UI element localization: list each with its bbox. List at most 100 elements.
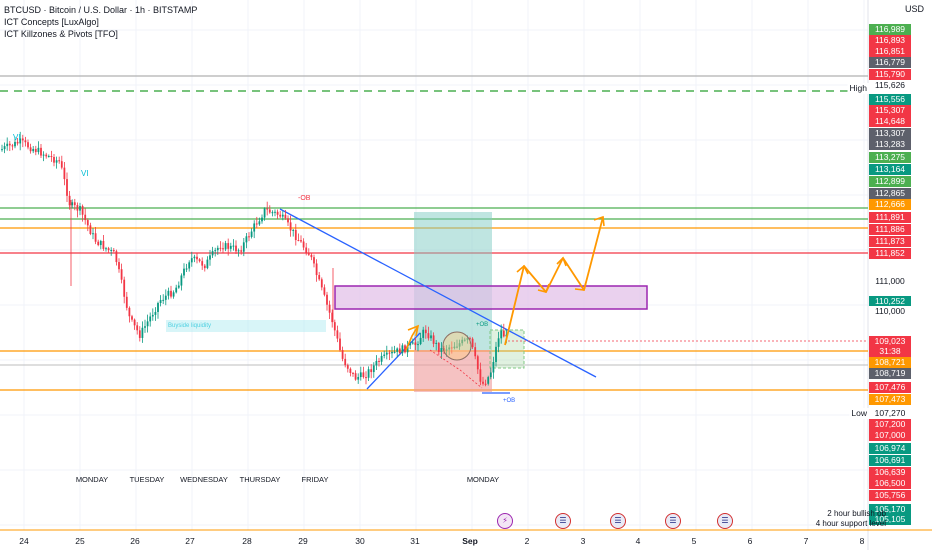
candle-body <box>482 381 484 384</box>
orange-arrow-small-head <box>407 324 420 337</box>
candle-body <box>84 214 87 221</box>
candle-body <box>188 262 191 269</box>
candle-body <box>255 223 258 225</box>
candle-body <box>289 222 292 231</box>
event-us-flag-icon[interactable]: ☰ <box>665 513 681 529</box>
candle-body <box>300 240 302 242</box>
candle-body <box>307 253 310 255</box>
event-special-icon[interactable]: ⚡ <box>497 513 513 529</box>
price-axis-label: 113,275 <box>869 152 911 163</box>
candle-body <box>352 372 354 374</box>
price-axis-label: 114,648 <box>869 116 911 127</box>
candle-body <box>222 248 224 250</box>
candle-body <box>131 316 133 320</box>
price-axis-label: 113,164 <box>869 164 911 175</box>
candle-body <box>58 160 61 162</box>
candle-body <box>453 346 456 349</box>
candle-body <box>66 179 68 196</box>
date-tick-label: 26 <box>130 536 140 546</box>
candle-body <box>86 220 89 226</box>
candle-body <box>424 329 427 334</box>
candle-body <box>112 249 115 252</box>
candle-body <box>128 307 131 317</box>
candle-body <box>367 369 370 378</box>
price-axis-label: 105,756 <box>869 490 911 501</box>
candle-body <box>484 383 487 385</box>
candle-body <box>211 251 214 256</box>
candle-body <box>302 241 305 248</box>
candle-body <box>102 241 105 249</box>
candle-body <box>274 211 276 213</box>
candle-body <box>99 241 102 246</box>
candle-body <box>32 148 35 152</box>
candle-body <box>94 233 97 242</box>
indicator-luxalgo[interactable]: ICT Concepts [LuxAlgo] <box>4 17 99 27</box>
price-axis-label: 109,023 <box>869 336 911 347</box>
price-axis-label: 113,283 <box>869 139 911 150</box>
candle-body <box>456 346 458 348</box>
event-us-flag-icon[interactable]: ☰ <box>555 513 571 529</box>
candle-body <box>328 304 331 313</box>
candle-body <box>118 262 120 270</box>
price-axis-label: 106,691 <box>869 455 911 466</box>
candle-body <box>380 355 383 362</box>
candle-body <box>40 147 42 156</box>
event-us-flag-icon[interactable]: ☰ <box>610 513 626 529</box>
currency-label[interactable]: USD <box>904 4 924 14</box>
date-tick-label: 3 <box>580 536 586 546</box>
candle-body <box>419 337 422 345</box>
orange-arrow-small <box>405 325 419 351</box>
price-axis-label: 106,500 <box>869 478 911 489</box>
candle-body <box>1 149 3 151</box>
candle-body <box>341 350 344 359</box>
candle-body <box>37 147 40 153</box>
candle-body <box>450 347 453 349</box>
price-axis-label: 115,626 <box>869 80 911 91</box>
candle-body <box>19 138 22 144</box>
candle-body <box>378 360 380 362</box>
candle-body <box>167 290 170 296</box>
candle-body <box>157 303 159 312</box>
price-axis-label: 106,974 <box>869 443 911 454</box>
candle-body <box>125 296 128 308</box>
candle-body <box>409 343 412 346</box>
candle-body <box>331 312 334 323</box>
price-axis-label: 107,000 <box>869 430 911 441</box>
candle-body <box>92 233 94 235</box>
price-axis-label: 111,852 <box>869 248 911 259</box>
price-axis-label: 107,200 <box>869 419 911 430</box>
candle-body <box>336 330 339 339</box>
indicator-killzones[interactable]: ICT Killzones & Pivots [TFO] <box>4 29 118 39</box>
candle-body <box>396 348 399 352</box>
ob-label-bullish-low: +OB <box>503 398 516 404</box>
candle-body <box>219 247 222 249</box>
candle-body <box>21 138 24 141</box>
candle-body <box>180 275 183 286</box>
orange-arrow-head <box>593 215 605 227</box>
candle-body <box>164 295 167 300</box>
low-tag: Low <box>849 408 869 419</box>
note-bullish-ob: 2 hour bullish ob <box>827 509 886 518</box>
candle-body <box>154 311 157 315</box>
price-axis-label: 107,473 <box>869 394 911 405</box>
event-us-flag-icon[interactable]: ☰ <box>717 513 733 529</box>
symbol-title[interactable]: BTCUSD · Bitcoin / U.S. Dollar · 1h · BI… <box>4 5 198 15</box>
candle-body <box>232 245 235 247</box>
candle-body <box>248 236 250 238</box>
circle-annotation <box>442 331 472 361</box>
price-axis-label: 106,639 <box>869 467 911 478</box>
candle-body <box>45 154 48 157</box>
buyside-liquidity-zone <box>166 320 326 332</box>
candle-body <box>162 299 165 301</box>
candle-body <box>276 211 279 215</box>
candle-body <box>466 338 469 340</box>
candle-body <box>146 321 149 327</box>
highlight-zone-box <box>334 285 648 310</box>
candle-body <box>500 330 503 339</box>
candle-body <box>214 250 217 252</box>
price-axis-label: 113,307 <box>869 128 911 139</box>
candle-body <box>362 372 365 378</box>
candle-body <box>469 338 471 340</box>
candle-body <box>81 206 84 215</box>
